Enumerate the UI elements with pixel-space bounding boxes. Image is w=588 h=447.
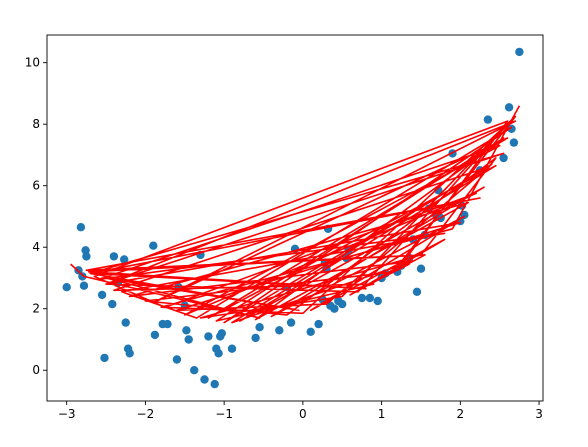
data-point xyxy=(373,296,382,306)
data-point xyxy=(214,349,223,358)
x-tick-label: −1 xyxy=(215,407,233,421)
data-point xyxy=(149,241,158,250)
data-point xyxy=(251,333,260,343)
data-point xyxy=(509,138,519,147)
data-point xyxy=(120,255,129,264)
data-point xyxy=(227,344,237,353)
data-point xyxy=(76,223,86,232)
data-point xyxy=(190,366,199,375)
data-point xyxy=(210,379,219,389)
data-point xyxy=(483,115,493,124)
data-point xyxy=(184,335,193,344)
data-point xyxy=(78,272,87,281)
data-point xyxy=(255,323,264,332)
data-point xyxy=(338,299,347,309)
y-tick-label: 4 xyxy=(32,240,40,254)
x-tick-label: 2 xyxy=(457,407,465,421)
data-point xyxy=(357,293,367,303)
data-point xyxy=(109,252,119,261)
x-tick-label: 3 xyxy=(535,407,543,421)
plot-area: −3 −2 −1 0 1 2 3 0 2 4 6 8 10 xyxy=(25,34,544,421)
data-point xyxy=(365,293,374,303)
y-tick-label: 2 xyxy=(32,302,40,316)
data-point xyxy=(81,246,90,255)
axes-frame xyxy=(46,34,544,402)
data-point xyxy=(416,264,426,273)
data-point xyxy=(121,318,130,327)
x-tick-label: 1 xyxy=(378,407,386,421)
data-point xyxy=(314,319,323,329)
data-point xyxy=(507,124,516,133)
data-point xyxy=(504,103,514,112)
fit-line xyxy=(70,105,521,324)
data-point xyxy=(79,281,89,290)
data-point xyxy=(306,327,315,336)
data-point xyxy=(163,319,172,329)
data-point xyxy=(330,304,339,313)
data-point xyxy=(204,332,213,341)
data-point xyxy=(286,318,296,327)
data-point xyxy=(275,326,284,335)
x-tick-label: −2 xyxy=(137,407,155,421)
x-tick-label: −3 xyxy=(58,407,76,421)
data-point xyxy=(217,329,226,338)
data-point xyxy=(172,355,182,364)
data-point xyxy=(499,153,508,163)
data-point xyxy=(108,299,117,309)
data-point xyxy=(100,353,109,363)
x-tick-label: 0 xyxy=(299,407,307,421)
data-point xyxy=(62,283,71,292)
data-point xyxy=(182,326,191,335)
y-tick-label: 8 xyxy=(32,117,40,131)
y-tick-label: 6 xyxy=(32,179,40,193)
data-point xyxy=(150,330,160,340)
data-point xyxy=(97,290,107,300)
data-point xyxy=(82,252,91,261)
data-point xyxy=(412,287,422,296)
data-point xyxy=(200,375,209,384)
y-tick-label: 10 xyxy=(25,56,40,70)
data-point xyxy=(515,47,524,57)
y-tick-label: 0 xyxy=(32,363,40,377)
data-point xyxy=(125,349,134,358)
